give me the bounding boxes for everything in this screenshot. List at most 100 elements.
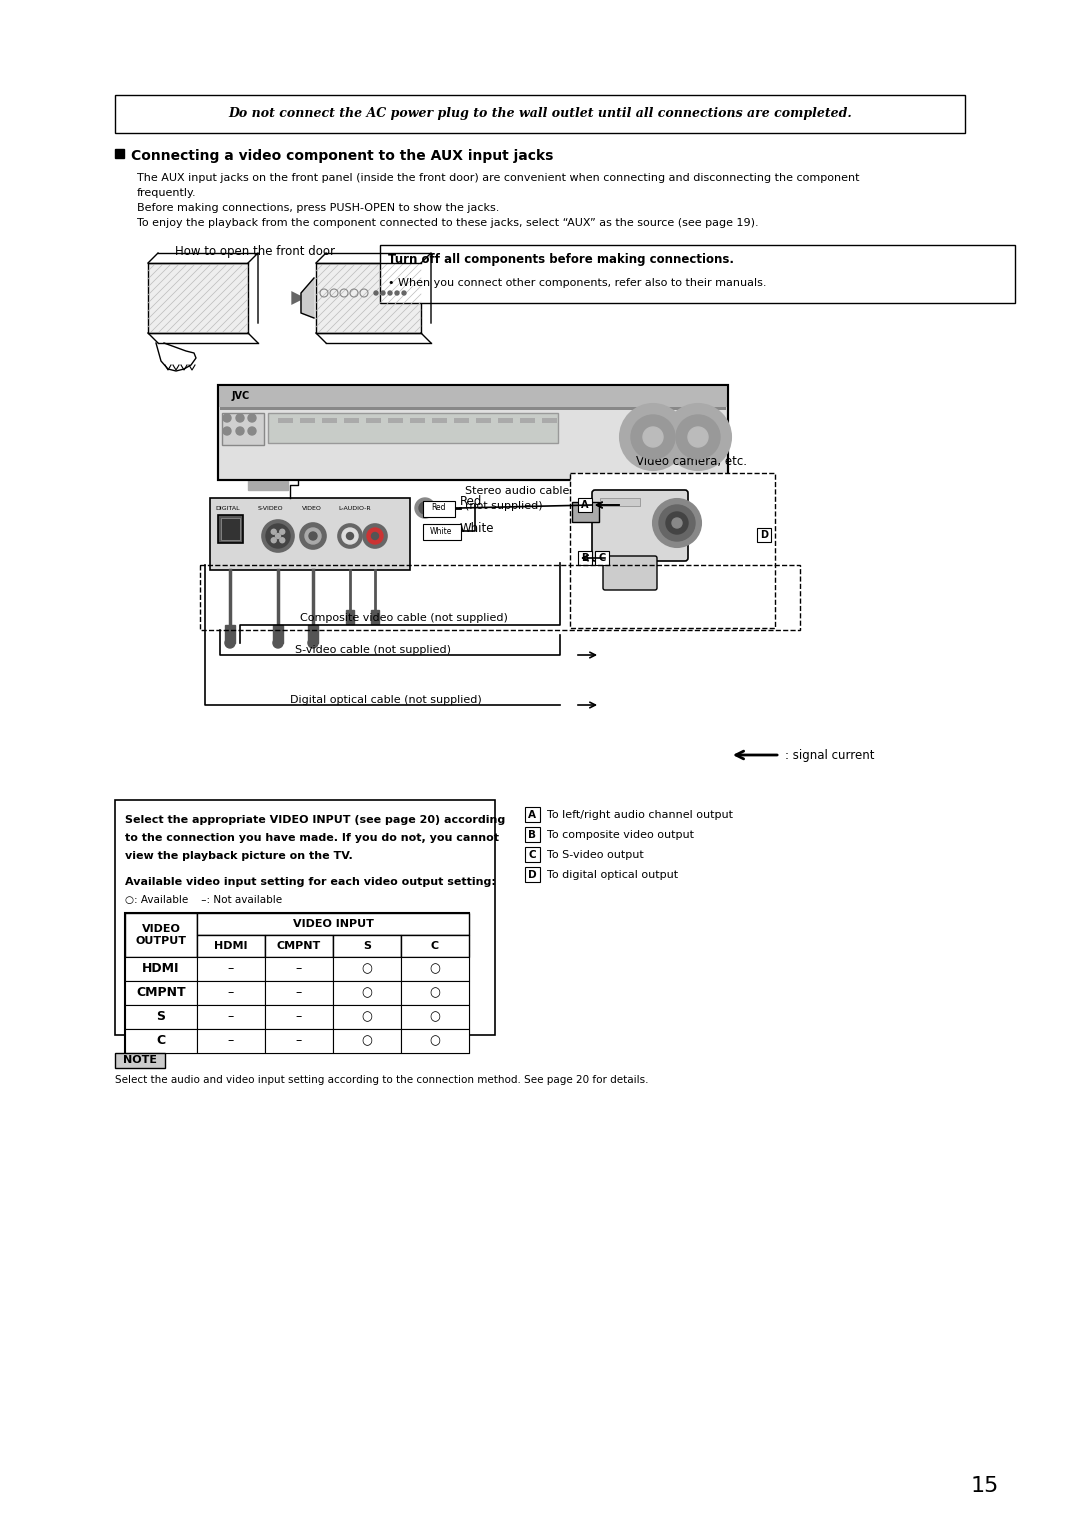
Text: Video camera, etc.: Video camera, etc. xyxy=(636,455,747,468)
Text: B: B xyxy=(528,830,536,841)
Text: Do not connect the AC power plug to the wall outlet until all connections are co: Do not connect the AC power plug to the … xyxy=(228,107,852,121)
Circle shape xyxy=(266,524,291,548)
Text: ○: Available    –: Not available: ○: Available –: Not available xyxy=(125,896,282,905)
Circle shape xyxy=(653,499,701,547)
Bar xyxy=(210,498,410,570)
Text: Turn off all components before making connections.: Turn off all components before making co… xyxy=(388,253,734,265)
Text: • When you connect other components, refer also to their manuals.: • When you connect other components, ref… xyxy=(388,279,767,288)
Circle shape xyxy=(248,413,256,423)
Bar xyxy=(454,418,469,423)
Bar xyxy=(268,413,558,442)
Text: White: White xyxy=(430,527,453,536)
Bar xyxy=(410,418,426,423)
FancyBboxPatch shape xyxy=(592,490,688,560)
Circle shape xyxy=(338,524,362,548)
Text: Connecting a video component to the AUX input jacks: Connecting a video component to the AUX … xyxy=(131,149,553,162)
Text: ○: ○ xyxy=(430,986,441,1000)
Bar xyxy=(525,807,540,822)
Bar xyxy=(519,418,535,423)
Text: S: S xyxy=(363,942,372,951)
Circle shape xyxy=(273,638,283,648)
Bar xyxy=(300,418,315,423)
Circle shape xyxy=(262,521,294,553)
Bar xyxy=(278,418,293,423)
Text: White: White xyxy=(460,522,495,534)
Circle shape xyxy=(280,537,285,544)
Text: C: C xyxy=(431,942,440,951)
Text: ○: ○ xyxy=(430,1010,441,1024)
Circle shape xyxy=(643,427,663,447)
Text: Select the appropriate VIDEO INPUT (see page 20) according: Select the appropriate VIDEO INPUT (see … xyxy=(125,814,505,825)
Bar xyxy=(432,418,447,423)
Text: : signal current: : signal current xyxy=(785,749,875,761)
Circle shape xyxy=(222,413,231,423)
Bar xyxy=(218,514,243,544)
Circle shape xyxy=(672,517,681,528)
Bar xyxy=(125,1004,197,1029)
Bar xyxy=(525,827,540,842)
Circle shape xyxy=(275,533,281,539)
Text: C: C xyxy=(598,553,606,563)
Text: (not supplied): (not supplied) xyxy=(465,501,542,511)
Bar xyxy=(423,524,461,540)
Text: The AUX input jacks on the front panel (inside the front door) are convenient wh: The AUX input jacks on the front panel (… xyxy=(137,173,860,184)
Text: To S-video output: To S-video output xyxy=(546,850,644,860)
Text: to the connection you have made. If you do not, you cannot: to the connection you have made. If you … xyxy=(125,833,499,844)
Circle shape xyxy=(271,530,276,534)
Text: Digital optical cable (not supplied): Digital optical cable (not supplied) xyxy=(291,695,482,704)
Text: To left/right audio channel output: To left/right audio channel output xyxy=(546,810,733,821)
Bar xyxy=(114,95,966,133)
Bar xyxy=(197,1004,265,1029)
Text: CMPNT: CMPNT xyxy=(276,942,321,951)
Text: HDMI: HDMI xyxy=(143,963,179,975)
Bar xyxy=(333,935,401,957)
Bar xyxy=(265,1029,333,1053)
Text: S: S xyxy=(157,1010,165,1024)
Bar xyxy=(265,1004,333,1029)
Circle shape xyxy=(665,404,731,470)
Text: ○: ○ xyxy=(362,1010,373,1024)
Bar xyxy=(333,981,401,1004)
Text: To digital optical output: To digital optical output xyxy=(546,870,678,880)
Text: ○: ○ xyxy=(362,963,373,975)
Text: B: B xyxy=(581,553,589,563)
Bar xyxy=(578,551,592,565)
Text: –: – xyxy=(296,1035,302,1047)
Text: ○: ○ xyxy=(430,963,441,975)
Text: D: D xyxy=(528,870,537,880)
Bar xyxy=(401,957,469,981)
Text: HDMI: HDMI xyxy=(214,942,247,951)
Circle shape xyxy=(309,531,318,540)
Text: Select the audio and video input setting according to the connection method. See: Select the audio and video input setting… xyxy=(114,1075,648,1085)
Circle shape xyxy=(402,291,406,295)
Bar xyxy=(200,565,800,629)
Text: A: A xyxy=(581,501,589,510)
Circle shape xyxy=(363,524,387,548)
Text: –: – xyxy=(296,986,302,1000)
Circle shape xyxy=(347,533,353,539)
Circle shape xyxy=(225,638,235,648)
Circle shape xyxy=(271,537,276,544)
Text: –: – xyxy=(228,1010,234,1024)
Text: Before making connections, press PUSH-OPEN to show the jacks.: Before making connections, press PUSH-OP… xyxy=(137,204,499,213)
Bar xyxy=(218,384,728,407)
Bar xyxy=(600,498,640,507)
Bar xyxy=(401,1004,469,1029)
Circle shape xyxy=(237,413,244,423)
Bar xyxy=(345,418,359,423)
Bar xyxy=(525,867,540,882)
Text: DIGITAL: DIGITAL xyxy=(215,507,240,511)
Bar xyxy=(265,935,333,957)
Bar xyxy=(197,957,265,981)
Bar xyxy=(273,625,283,643)
Bar xyxy=(316,263,421,334)
Circle shape xyxy=(248,427,256,435)
Bar xyxy=(570,473,775,628)
Bar xyxy=(542,418,557,423)
Bar xyxy=(333,1004,401,1029)
Bar xyxy=(423,501,455,517)
Text: C: C xyxy=(157,1035,165,1047)
Bar xyxy=(114,1053,165,1069)
Bar xyxy=(114,801,495,1035)
Text: ○: ○ xyxy=(430,1035,441,1047)
